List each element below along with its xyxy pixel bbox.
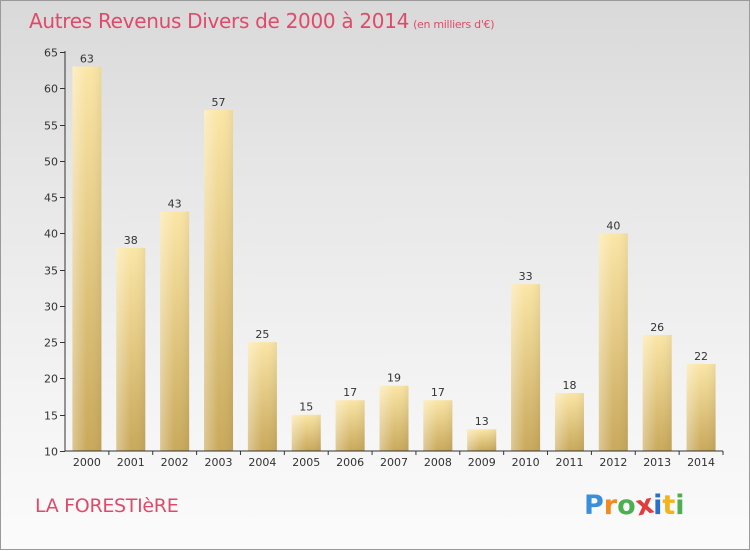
axes-group: 10 15 20 25 30 35 40 45 50 55 60 65 2000 2001 2002 2003… bbox=[44, 47, 724, 469]
value-label: 26 bbox=[650, 321, 664, 334]
value-label: 57 bbox=[212, 96, 226, 109]
y-tick-label: 40 bbox=[44, 228, 58, 241]
y-tick: 45 bbox=[44, 192, 65, 205]
x-tick-label: 2008 bbox=[424, 456, 452, 469]
x-tick-label: 2012 bbox=[599, 456, 627, 469]
y-tick-label: 35 bbox=[44, 265, 58, 278]
x-tick-label: 2011 bbox=[555, 456, 583, 469]
x-tick-label: 2009 bbox=[468, 456, 496, 469]
y-tick-label: 20 bbox=[44, 373, 58, 386]
value-label: 63 bbox=[80, 53, 94, 66]
y-tick-label: 50 bbox=[44, 156, 58, 169]
value-label: 25 bbox=[255, 328, 269, 341]
x-tick-label: 2002 bbox=[161, 456, 189, 469]
bar-shade bbox=[291, 414, 321, 451]
logo-letter: P bbox=[584, 490, 604, 521]
value-label: 15 bbox=[299, 401, 313, 414]
logo-letter: r bbox=[603, 490, 618, 521]
y-tick-label: 10 bbox=[44, 446, 58, 459]
x-tick-label: 2006 bbox=[336, 456, 364, 469]
bar-shade bbox=[467, 429, 497, 451]
bar-shade bbox=[160, 211, 190, 451]
y-tick: 40 bbox=[44, 228, 65, 241]
value-label: 17 bbox=[431, 386, 445, 399]
x-tick-label: 2001 bbox=[117, 456, 145, 469]
y-tick: 25 bbox=[44, 337, 65, 350]
y-tick: 30 bbox=[44, 301, 65, 314]
bar-shade bbox=[598, 233, 628, 451]
bar-shade bbox=[554, 392, 584, 451]
value-label: 17 bbox=[343, 386, 357, 399]
y-tick: 65 bbox=[44, 47, 65, 60]
logo-letter: o bbox=[617, 490, 636, 521]
bar-shade bbox=[72, 66, 102, 451]
bars-group: 63 38 43 57 25 15 17 19 17 13 33 18 40 26 22 bbox=[72, 53, 716, 451]
value-label: 40 bbox=[606, 219, 620, 232]
x-tick-label: 2005 bbox=[292, 456, 320, 469]
y-tick: 15 bbox=[44, 410, 65, 423]
value-label: 33 bbox=[519, 270, 533, 283]
bar-shade bbox=[116, 247, 146, 451]
value-label: 38 bbox=[124, 234, 138, 247]
bar-shade bbox=[511, 284, 541, 451]
value-label: 22 bbox=[694, 350, 708, 363]
x-tick-label: 2014 bbox=[687, 456, 715, 469]
logo-letter: i bbox=[653, 490, 663, 521]
chart-title: Autres Revenus Divers de 2000 à 2014 (en … bbox=[29, 9, 495, 33]
bar-shade bbox=[335, 400, 365, 451]
value-label: 13 bbox=[475, 415, 489, 428]
y-tick-label: 15 bbox=[44, 410, 58, 423]
place-name: LA FORESTIèRE bbox=[35, 495, 179, 517]
y-tick: 60 bbox=[44, 83, 65, 96]
y-tick: 50 bbox=[44, 156, 65, 169]
x-tick-label: 2004 bbox=[248, 456, 276, 469]
bar-shade bbox=[204, 110, 234, 451]
y-tick: 35 bbox=[44, 265, 65, 278]
y-tick: 20 bbox=[44, 373, 65, 386]
y-tick: 55 bbox=[44, 120, 65, 133]
y-tick-label: 65 bbox=[44, 47, 58, 60]
bar-shade bbox=[247, 342, 277, 451]
x-tick-label: 2013 bbox=[643, 456, 671, 469]
logo-letter: i bbox=[675, 490, 685, 521]
chart-title-text: Autres Revenus Divers de 2000 à 2014 bbox=[29, 9, 410, 33]
bar-shade bbox=[423, 400, 453, 451]
bar-shade bbox=[686, 363, 716, 451]
bar-shade bbox=[642, 334, 672, 451]
y-tick-label: 30 bbox=[44, 301, 58, 314]
value-label: 43 bbox=[168, 198, 182, 211]
y-tick-label: 55 bbox=[44, 120, 58, 133]
x-tick-label: 2003 bbox=[205, 456, 233, 469]
value-label: 19 bbox=[387, 372, 401, 385]
y-tick: 10 bbox=[44, 446, 65, 459]
bar-shade bbox=[379, 385, 409, 451]
y-tick-label: 25 bbox=[44, 337, 58, 350]
x-tick-label: 2010 bbox=[512, 456, 540, 469]
proxiti-logo: Proxiti bbox=[584, 489, 685, 523]
y-tick-label: 45 bbox=[44, 192, 58, 205]
chart-subtitle: (en milliers d'€) bbox=[413, 18, 495, 31]
value-label: 18 bbox=[562, 379, 576, 392]
x-tick-label: 2007 bbox=[380, 456, 408, 469]
y-tick-label: 60 bbox=[44, 83, 58, 96]
x-tick-label: 2000 bbox=[73, 456, 101, 469]
logo-letter: t bbox=[662, 490, 676, 521]
